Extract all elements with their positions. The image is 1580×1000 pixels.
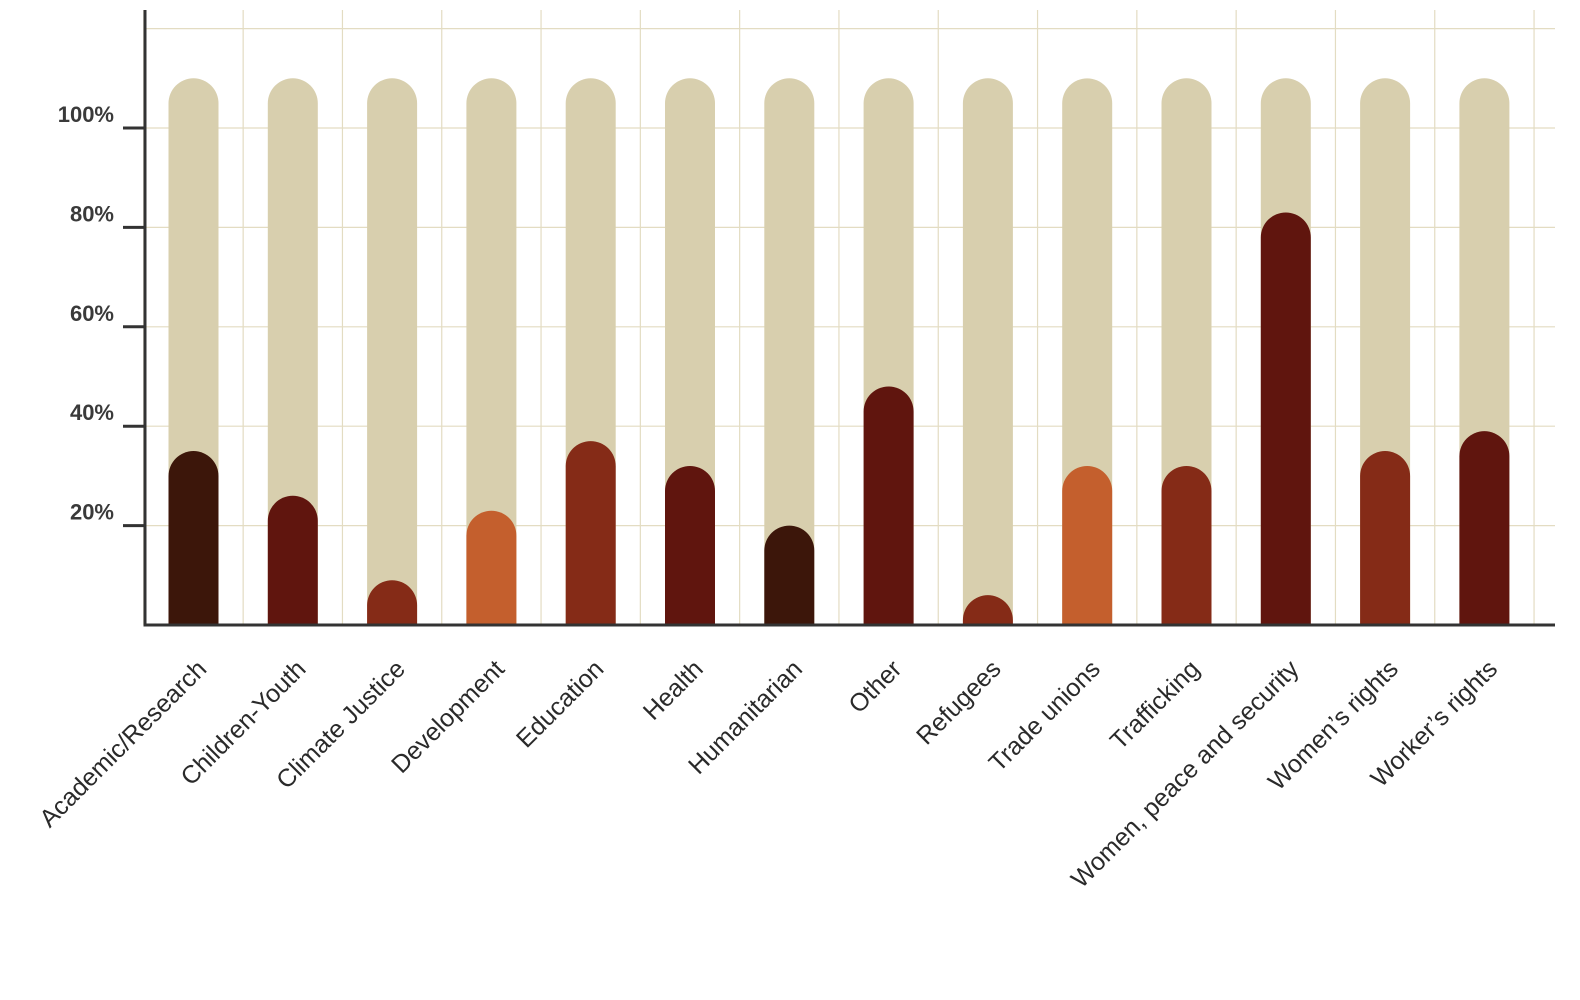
axis-layer [123, 10, 1555, 627]
bar-track [267, 78, 318, 626]
category-label: Academic/Research [34, 655, 212, 833]
bar-refugees [962, 595, 1013, 625]
y-tick-label: 20% [70, 500, 114, 525]
category-label: Other [843, 655, 907, 719]
grid-layer [143, 10, 1555, 625]
y-tick-label: 80% [70, 201, 114, 226]
bar-academic-research [168, 451, 219, 625]
y-tick-label: 40% [70, 400, 114, 425]
bar-track [367, 78, 418, 626]
bar-track [466, 78, 517, 625]
category-label: Education [511, 655, 609, 753]
bar-education [565, 441, 616, 625]
bar-trade-unions [1062, 466, 1113, 625]
bar-children-youth [267, 495, 318, 625]
bar-worker-s-rights [1459, 431, 1510, 625]
category-label: Trafficking [1105, 655, 1205, 755]
y-tick-labels: 20% 40% 60% 80% 100% [58, 102, 114, 525]
bar-women-s-rights [1360, 451, 1411, 625]
y-tick-label: 60% [70, 301, 114, 326]
bar-climate-justice [367, 580, 418, 625]
bar-development [466, 510, 517, 625]
bar-humanitarian [764, 525, 815, 625]
bar-other [863, 386, 914, 625]
bar-layer [168, 212, 1510, 626]
bar-women-peace-and-security [1260, 212, 1311, 626]
category-label: Refugees [911, 655, 1006, 750]
category-label: Health [638, 655, 709, 726]
bar-health [665, 465, 715, 625]
bar-track [962, 78, 1013, 626]
bar-trafficking [1161, 465, 1212, 625]
y-tick-label: 100% [58, 102, 114, 127]
bar-track [764, 78, 815, 626]
